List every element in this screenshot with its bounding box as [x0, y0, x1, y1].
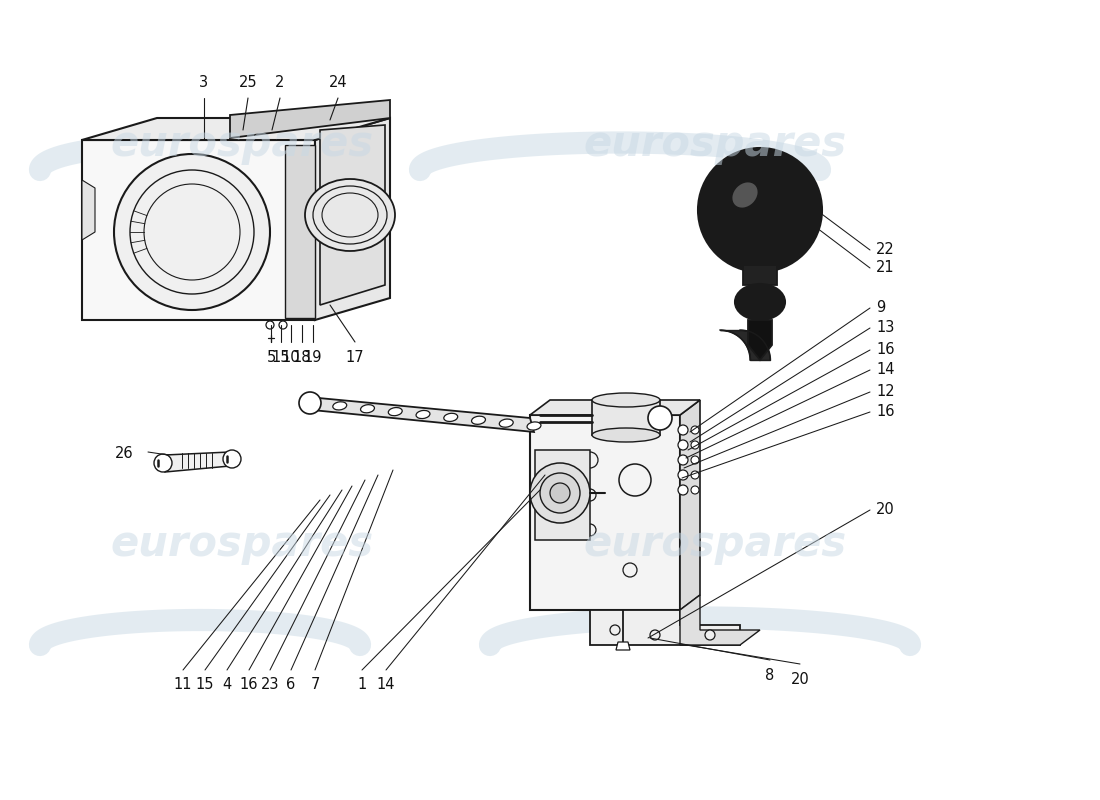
Polygon shape	[82, 140, 315, 320]
Ellipse shape	[472, 416, 485, 424]
Circle shape	[154, 454, 172, 472]
Polygon shape	[616, 642, 630, 650]
Circle shape	[610, 625, 620, 635]
Circle shape	[691, 456, 698, 464]
Circle shape	[678, 425, 688, 435]
Polygon shape	[680, 595, 760, 645]
Text: 13: 13	[876, 321, 894, 335]
Text: 22: 22	[876, 242, 894, 258]
Text: 3: 3	[199, 75, 209, 90]
Circle shape	[223, 450, 241, 468]
Text: 17: 17	[345, 350, 364, 365]
Text: 16: 16	[876, 342, 894, 358]
Circle shape	[691, 441, 698, 449]
Text: 15: 15	[272, 350, 290, 365]
Circle shape	[648, 406, 672, 430]
Text: 20: 20	[791, 672, 810, 687]
Text: 9: 9	[876, 301, 886, 315]
Polygon shape	[680, 400, 700, 610]
Ellipse shape	[416, 410, 430, 418]
Polygon shape	[742, 265, 777, 285]
Text: 23: 23	[261, 677, 279, 692]
Text: 6: 6	[286, 677, 296, 692]
Ellipse shape	[388, 407, 403, 416]
Polygon shape	[82, 118, 390, 140]
Polygon shape	[535, 450, 590, 540]
Polygon shape	[320, 125, 385, 305]
Text: 25: 25	[239, 75, 257, 90]
Text: 12: 12	[876, 385, 894, 399]
Polygon shape	[230, 100, 390, 138]
Text: 1: 1	[358, 677, 366, 692]
Polygon shape	[590, 610, 740, 645]
Text: 8: 8	[766, 668, 774, 683]
Ellipse shape	[305, 399, 319, 407]
Text: 7: 7	[310, 677, 320, 692]
Text: 2: 2	[275, 75, 285, 90]
Text: eurospares: eurospares	[110, 123, 374, 165]
Text: 24: 24	[329, 75, 348, 90]
Circle shape	[279, 321, 287, 329]
Circle shape	[550, 483, 570, 503]
Text: 11: 11	[174, 677, 192, 692]
Text: 16: 16	[240, 677, 258, 692]
Circle shape	[266, 321, 274, 329]
Text: 26: 26	[116, 446, 134, 461]
Circle shape	[619, 464, 651, 496]
Circle shape	[691, 471, 698, 479]
Ellipse shape	[527, 422, 541, 430]
Ellipse shape	[443, 414, 458, 422]
Circle shape	[678, 470, 688, 480]
Circle shape	[691, 426, 698, 434]
Circle shape	[705, 630, 715, 640]
Text: 18: 18	[293, 350, 311, 365]
Circle shape	[540, 473, 580, 513]
Polygon shape	[530, 400, 700, 415]
Circle shape	[299, 392, 321, 414]
Circle shape	[678, 455, 688, 465]
Text: 10: 10	[282, 350, 300, 365]
Circle shape	[584, 524, 596, 536]
Polygon shape	[315, 118, 390, 320]
Polygon shape	[530, 415, 680, 610]
Ellipse shape	[735, 284, 785, 320]
Ellipse shape	[592, 428, 660, 442]
Ellipse shape	[333, 402, 346, 410]
Text: eurospares: eurospares	[583, 523, 847, 565]
Polygon shape	[82, 180, 95, 240]
Ellipse shape	[499, 419, 514, 427]
Circle shape	[678, 440, 688, 450]
Text: 21: 21	[876, 261, 894, 275]
Circle shape	[691, 486, 698, 494]
Circle shape	[678, 485, 688, 495]
Ellipse shape	[592, 393, 660, 407]
Text: 14: 14	[876, 362, 894, 378]
Circle shape	[114, 154, 270, 310]
Polygon shape	[592, 400, 660, 435]
Polygon shape	[748, 320, 772, 360]
Polygon shape	[165, 452, 230, 472]
Circle shape	[530, 463, 590, 523]
Text: 5: 5	[266, 350, 276, 365]
Circle shape	[584, 489, 596, 501]
Ellipse shape	[305, 179, 395, 251]
Text: eurospares: eurospares	[583, 123, 847, 165]
Circle shape	[582, 452, 598, 468]
Ellipse shape	[361, 405, 374, 413]
Text: 16: 16	[876, 405, 894, 419]
Text: eurospares: eurospares	[110, 523, 374, 565]
Polygon shape	[308, 397, 534, 432]
Circle shape	[698, 148, 822, 272]
Text: 4: 4	[222, 677, 232, 692]
Text: 14: 14	[376, 677, 395, 692]
Text: 15: 15	[196, 677, 214, 692]
Text: 19: 19	[304, 350, 322, 365]
Circle shape	[623, 563, 637, 577]
Text: 20: 20	[876, 502, 894, 518]
Polygon shape	[285, 145, 315, 318]
Circle shape	[650, 630, 660, 640]
Ellipse shape	[733, 182, 758, 207]
